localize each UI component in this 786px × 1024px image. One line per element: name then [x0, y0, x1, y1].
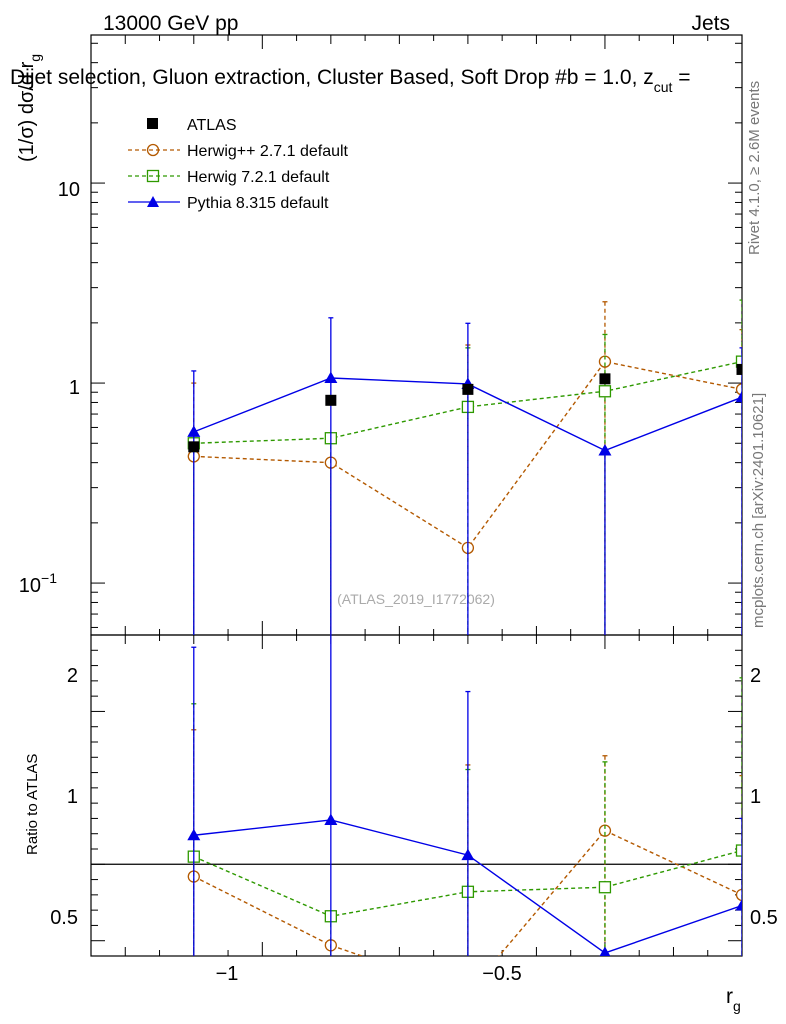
main-point-herwigpp [735, 383, 742, 396]
legend: ATLAS Herwig++ 2.7.1 default Herwig 7.2.… [128, 117, 349, 212]
legend-marker-atlas [147, 118, 158, 129]
main-point-pythia [324, 371, 338, 384]
plot-subtitle-sub: cut [654, 79, 673, 95]
header-right: Jets [691, 12, 730, 35]
main-point-atlas [599, 373, 611, 385]
main-point-atlas [188, 441, 200, 453]
ratio-y-tick-label-0.5: 0.5 [50, 907, 78, 929]
main-point-pythia [735, 390, 742, 403]
main-point-pythia [598, 444, 612, 456]
main-series-layer [187, 299, 742, 635]
main-y-tick-label-0.1: 10−1 [19, 570, 57, 597]
main-point-atlas [462, 383, 474, 395]
legend-label-herwig7: Herwig 7.2.1 default [187, 169, 330, 186]
ratio-point-pythia [324, 813, 338, 825]
ratio-point-pythia [187, 828, 201, 841]
rivet-label: Rivet 4.1.0, ≥ 2.6M events [746, 81, 763, 255]
x-axis-label-text: r [726, 985, 733, 1008]
main-y-tick-label-0.1-exp: −1 [41, 570, 57, 586]
ratio-point-herwigpp [462, 987, 473, 998]
main-y-tick-label-0.1-base: 10 [19, 575, 41, 597]
legend-marker-pythia [147, 196, 159, 207]
ratio-point-pythia [461, 848, 475, 861]
main-point-herwig7 [735, 355, 742, 368]
ratio-series-layer [187, 635, 742, 998]
main-y-axis-label: (1/σ) dσ/d rg [16, 54, 43, 162]
legend-label-pythia: Pythia 8.315 default [187, 195, 329, 212]
main-line-herwig7 [193, 360, 742, 444]
main-point-pythia [187, 425, 201, 437]
ratio-point-herwig7 [598, 881, 612, 894]
main-line-herwigpp [193, 360, 742, 549]
x-tick-label-minus1: −1 [216, 963, 239, 985]
ratio-y-tick-label-right-2: 2 [750, 665, 761, 687]
plot-layer [90, 34, 743, 998]
ratio-point-herwigpp [735, 888, 742, 902]
legend-marker-herwigpp [146, 143, 160, 157]
ratio-point-herwig7 [735, 844, 742, 857]
main-y-axis-label-sub: g [27, 54, 43, 62]
x-tick-label-minus0.5: −0.5 [482, 963, 521, 985]
x-axis-label: rg [726, 985, 741, 1014]
legend-label-herwigpp: Herwig++ 2.7.1 default [187, 143, 349, 160]
ratio-point-pythia [735, 899, 742, 911]
ratio-y-tick-label-right-1: 1 [750, 786, 761, 808]
mcplots-label: mcplots.cern.ch [arXiv:2401.10621] [750, 393, 767, 628]
main-point-herwig7 [598, 385, 612, 398]
legend-marker-herwig7 [146, 169, 160, 183]
plot-subtitle: Dijet selection, Gluon extraction, Clust… [10, 66, 691, 95]
header-left: 13000 GeV pp [103, 12, 238, 35]
main-y-axis-label-text: (1/σ) dσ/d r [16, 61, 38, 162]
ratio-point-pythia [599, 946, 611, 956]
main-y-tick-label-1: 1 [69, 377, 80, 399]
ratio-y-axis-label: Ratio to ATLAS [24, 754, 41, 855]
ratio-line-herwigpp [193, 829, 742, 956]
main-y-tick-label-10: 10 [58, 179, 80, 201]
plot-subtitle-tail: = [672, 66, 690, 89]
ratio-y-tick-label-2: 2 [67, 665, 78, 687]
main-point-atlas [325, 394, 337, 406]
main-line-pythia [193, 377, 742, 452]
legend-label-atlas: ATLAS [187, 117, 237, 134]
plot-subtitle-main: Dijet selection, Gluon extraction, Clust… [10, 66, 654, 89]
ratio-plot-frame [90, 634, 743, 957]
ratio-y-tick-label-1: 1 [67, 786, 78, 808]
ratio-y-tick-label-right-0.5: 0.5 [750, 907, 778, 929]
main-point-atlas [736, 363, 742, 375]
analysis-watermark: (ATLAS_2019_I1772062) [337, 591, 495, 607]
ratio-line-pythia [193, 819, 742, 954]
ratio-line-herwig7 [193, 849, 742, 917]
x-axis-label-sub: g [733, 998, 741, 1014]
